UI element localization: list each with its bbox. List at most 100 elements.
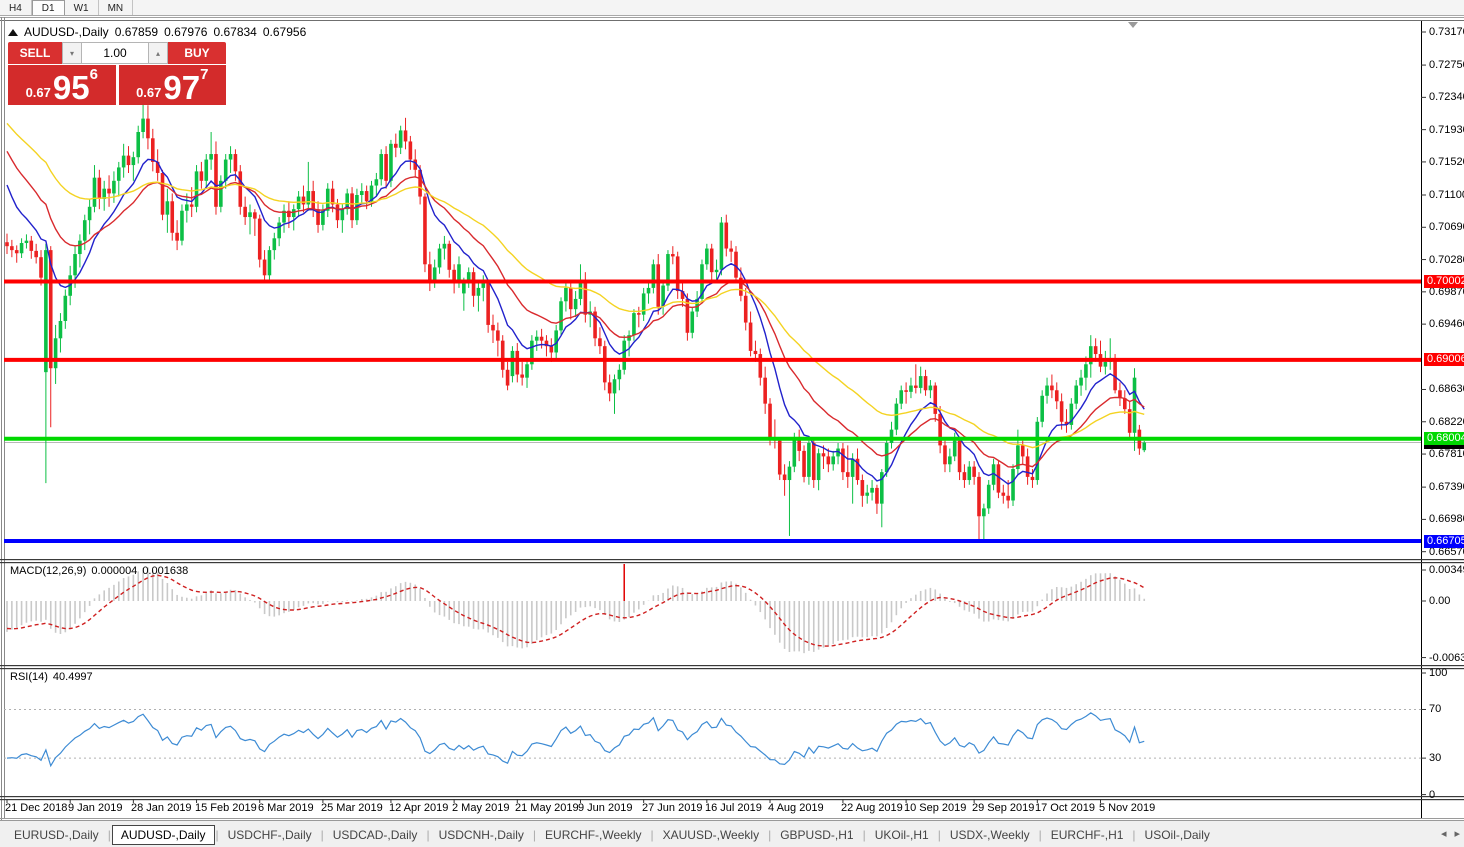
macd-axis-label: 0.00349	[1429, 564, 1464, 576]
one-click-trading-widget: SELL ▾ ▴ BUY 0.67 95 6 0.67 97 7	[8, 42, 226, 105]
date-tick-label: 4 Aug 2019	[768, 802, 824, 814]
tab-separator: |	[650, 827, 654, 842]
level-price-marker: 0.69006	[1424, 353, 1464, 366]
rsi-axis-label: 70	[1429, 703, 1442, 715]
symbol-tab[interactable]: UKOil-,H1	[874, 827, 929, 842]
chart-tab-bar: EURUSD-,Daily | AUDUSD-,Daily | USDCHF-,Dail…	[0, 820, 1464, 847]
sell-price-sup: 6	[89, 66, 98, 83]
chart-canvas[interactable]	[0, 16, 1464, 846]
sell-price-panel[interactable]: 0.67 95 6	[8, 65, 116, 105]
date-tick-label: 9 Jan 2019	[68, 802, 123, 814]
date-tick-label: 21 May 2019	[515, 802, 579, 814]
tab-separator: |	[426, 827, 430, 842]
symbol-tab[interactable]: XAUUSD-,Weekly	[662, 827, 760, 842]
symbol-tab[interactable]: USDCNH-,Daily	[438, 827, 524, 842]
buy-price-small: 0.67	[136, 85, 162, 100]
date-tick-label: 27 Jun 2019	[642, 802, 703, 814]
buy-price-panel[interactable]: 0.67 97 7	[118, 65, 226, 106]
sell-price-big: 95	[52, 68, 90, 106]
tab-separator: |	[320, 827, 324, 842]
date-tick-label: 10 Sep 2019	[904, 802, 967, 814]
rsi-axis-label: 100	[1429, 667, 1448, 679]
chart-window: AUDUSD-,Daily 0.67859 0.67976 0.67834 0.…	[0, 16, 1464, 846]
ohlc-high: 0.67976	[164, 25, 208, 39]
volume-decrease-icon[interactable]: ▾	[62, 42, 82, 64]
rsi-axis-label: 30	[1429, 752, 1442, 764]
macd-axis-label: -0.00637	[1429, 652, 1464, 664]
period-tab-mn[interactable]: MN	[99, 0, 134, 15]
ohlc-low: 0.67834	[213, 25, 257, 39]
ohlc-close: 0.67956	[262, 25, 307, 39]
period-tab-w1[interactable]: W1	[65, 0, 99, 15]
tab-separator: |	[937, 827, 941, 842]
date-tick-label: 28 Jan 2019	[131, 802, 192, 814]
sell-button[interactable]: SELL	[8, 42, 62, 64]
symbol-tab[interactable]: EURUSD-,Daily	[14, 827, 99, 842]
buy-price-big: 97	[163, 68, 201, 106]
period-tab-d1[interactable]: D1	[31, 0, 65, 15]
volume-increase-icon[interactable]: ▴	[148, 42, 168, 64]
symbol-tab[interactable]: EURCHF-,Weekly	[545, 827, 642, 842]
period-toolbar: H4 D1 W1 MN	[0, 0, 1464, 16]
date-tick-label: 22 Aug 2019	[841, 802, 903, 814]
symbol-tab[interactable]: EURCHF-,H1	[1050, 827, 1124, 842]
buy-price-sup: 7	[200, 66, 209, 83]
chart-shift-marker-icon[interactable]	[1128, 22, 1138, 28]
chart-ohlc-title: AUDUSD-,Daily 0.67859 0.67976 0.67834 0.…	[8, 25, 306, 39]
symbol-tab[interactable]: GBPUSD-,H1	[780, 827, 854, 842]
date-tick-label: 25 Mar 2019	[321, 802, 383, 814]
volume-input[interactable]	[82, 42, 148, 64]
level-price-marker: 0.66705	[1424, 535, 1464, 548]
rsi-axis-label: 0	[1429, 789, 1436, 801]
period-tab-h4[interactable]: H4	[0, 0, 32, 15]
date-tick-label: 5 Nov 2019	[1099, 802, 1156, 814]
sell-price-small: 0.67	[25, 85, 51, 100]
symbol-tab[interactable]: USOil-,Daily	[1144, 827, 1210, 842]
date-tick-label: 6 Mar 2019	[258, 802, 314, 814]
date-tick-label: 12 Apr 2019	[389, 802, 449, 814]
tabs-scroll-right-icon[interactable]: ▸	[1454, 828, 1460, 840]
symbol-tab[interactable]: USDX-,Weekly	[949, 827, 1030, 842]
symbol-tab[interactable]: AUDUSD-,Daily	[111, 824, 215, 845]
date-tick-label: 16 Jul 2019	[705, 802, 762, 814]
tab-separator: |	[1132, 827, 1136, 842]
level-price-marker: 0.70002	[1424, 275, 1464, 288]
rsi-indicator-label: RSI(14) 40.4997	[10, 671, 93, 683]
ohlc-open: 0.67859	[114, 25, 159, 39]
buy-button[interactable]: BUY	[168, 42, 226, 64]
date-tick-label: 21 Dec 2018	[5, 802, 68, 814]
macd-axis-label: 0.00	[1429, 595, 1451, 607]
level-price-marker: 0.68004	[1424, 432, 1464, 445]
tab-separator: |	[768, 827, 772, 842]
date-tick-label: 9 Jun 2019	[578, 802, 633, 814]
tab-separator: |	[862, 827, 866, 842]
date-tick-label: 17 Oct 2019	[1035, 802, 1095, 814]
tab-separator: |	[1038, 827, 1042, 842]
date-tick-label: 2 May 2019	[452, 802, 510, 814]
one-click-trading-toggle-icon[interactable]	[8, 28, 18, 36]
tab-separator: |	[107, 827, 111, 842]
symbol-tab[interactable]: USDCHF-,Daily	[227, 827, 312, 842]
date-tick-label: 15 Feb 2019	[195, 802, 257, 814]
symbol-tab[interactable]: USDCAD-,Daily	[332, 827, 418, 842]
date-tick-label: 29 Sep 2019	[972, 802, 1035, 814]
symbol-period-label: AUDUSD-,Daily	[24, 25, 109, 39]
tabs-scroll-left-icon[interactable]: ◂	[1440, 828, 1447, 840]
